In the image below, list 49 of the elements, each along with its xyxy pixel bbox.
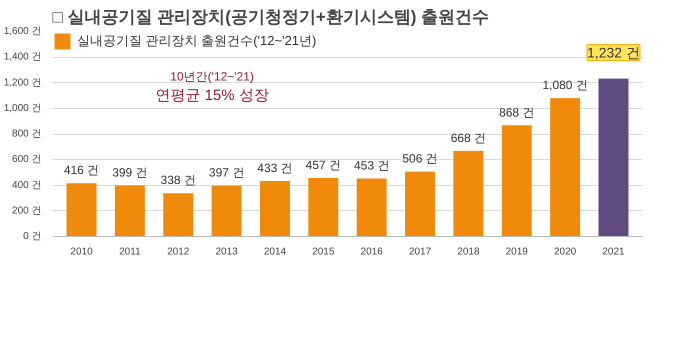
y-tick-label: 400 건	[12, 180, 42, 191]
bar	[66, 183, 97, 236]
x-tick-label: 2019	[506, 246, 528, 258]
text: 868 건	[499, 105, 534, 120]
x-tick-label: 2016	[360, 246, 384, 258]
bar	[453, 150, 484, 236]
text: 338 건	[160, 173, 196, 188]
bar	[405, 172, 436, 236]
x-tick-label: 2011	[119, 246, 142, 258]
chart-title: □ 실내공기질 관리장치(공기청정기+환기시스템) 출원건수	[52, 8, 490, 26]
y-tick-label: 1,000 건	[4, 102, 42, 114]
y-tick-label: 1,200 건	[4, 77, 42, 88]
text: 1,080 건	[542, 78, 588, 92]
annotation: 10년간('12~'21)	[170, 69, 254, 84]
text: 453 건	[354, 158, 390, 172]
bar	[550, 98, 580, 236]
x-tick-label: 2012	[167, 246, 190, 258]
x-tick-label: 2013	[215, 246, 238, 258]
bar	[308, 178, 338, 236]
bar	[260, 181, 290, 236]
text: 399 건	[112, 165, 148, 180]
x-tick-label: 2018	[457, 246, 480, 258]
bar	[502, 125, 532, 236]
bar	[163, 193, 194, 236]
annotation: 연평균 15% 성장	[155, 87, 269, 104]
x-tick-label: 2017	[408, 246, 432, 258]
y-tick-label: 200 건	[12, 205, 42, 216]
text: 457 건	[306, 158, 341, 172]
text: 1,232 건	[587, 44, 640, 61]
text: 433 건	[257, 161, 293, 176]
x-tick-label: 2014	[264, 246, 287, 258]
text: 397 건	[208, 166, 244, 180]
bar	[356, 178, 387, 236]
y-tick-label: 800 건	[12, 128, 42, 140]
text: 506 건	[402, 152, 438, 166]
legend-label: 실내공기질 관리장치 출원건수('12~'21년)	[77, 32, 316, 50]
bar	[212, 186, 242, 236]
bar	[114, 185, 145, 236]
text: 416 건	[64, 163, 100, 178]
y-tick-label: 1,600 건	[4, 26, 42, 37]
x-tick-label: 2015	[312, 246, 335, 258]
y-tick-label: 1,400 건	[4, 52, 42, 63]
x-tick-label: 2010	[70, 246, 94, 258]
x-tick-label: 2021	[602, 246, 626, 258]
y-tick-label: 0 건	[23, 231, 42, 242]
bar	[598, 78, 628, 236]
text: 668 건	[450, 130, 486, 145]
x-tick-label: 2020	[554, 246, 577, 258]
y-tick-label: 600 건	[12, 154, 42, 166]
